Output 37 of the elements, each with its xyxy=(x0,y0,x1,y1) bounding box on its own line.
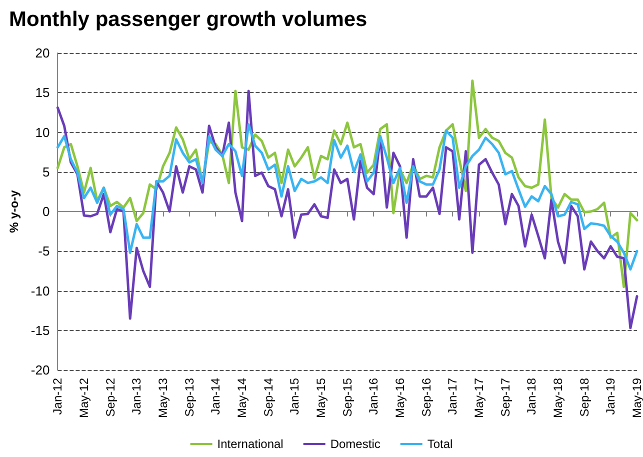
chart-title: Monthly passenger growth volumes xyxy=(9,8,368,31)
y-tick-label: 0 xyxy=(42,204,50,219)
x-tick-label: Jan-12 xyxy=(50,378,65,415)
x-tick-label: Sep-12 xyxy=(103,378,118,417)
legend-label: Total xyxy=(427,437,453,451)
y-tick-label: 10 xyxy=(35,124,50,140)
x-tick-label: May-17 xyxy=(472,378,486,418)
x-tick-label: Jan-14 xyxy=(208,378,223,415)
x-tick-label: Jan-18 xyxy=(524,378,539,415)
x-tick-label: May-16 xyxy=(393,378,408,418)
x-tick-label: May-12 xyxy=(77,378,92,418)
x-tick-label: Sep-15 xyxy=(340,378,354,417)
x-tick-label: May-15 xyxy=(314,378,328,418)
y-tick-label: 5 xyxy=(42,164,50,180)
legend-label: Domestic xyxy=(330,437,380,451)
y-tick-label: -5 xyxy=(38,244,50,259)
x-tick-label: Jan-19 xyxy=(604,378,618,415)
x-tick-label: Sep-17 xyxy=(498,378,512,417)
legend-label: International xyxy=(217,437,284,451)
x-tick-label: Sep-18 xyxy=(577,378,592,417)
line-series xyxy=(56,123,638,271)
y-tick-label: -15 xyxy=(30,322,50,338)
x-tick-label: Sep-16 xyxy=(419,378,434,417)
x-tick-label: Jan-15 xyxy=(288,378,302,415)
y-axis-title: % y-o-y xyxy=(7,190,21,233)
x-tick-label: Jan-16 xyxy=(366,378,381,415)
x-tick-label: Sep-14 xyxy=(261,378,276,417)
x-tick-label: May-18 xyxy=(551,378,566,418)
x-tick-label: May-14 xyxy=(235,378,250,418)
x-tick-label: Jan-17 xyxy=(446,378,460,415)
y-tick-label: -20 xyxy=(30,362,50,378)
x-tick-label: Sep-13 xyxy=(182,378,196,417)
x-tick-label: Jan-13 xyxy=(130,378,144,415)
y-tick-label: -10 xyxy=(30,283,50,298)
y-tick-label: 15 xyxy=(35,85,50,100)
x-tick-label: May-13 xyxy=(156,378,170,418)
y-tick-label: 20 xyxy=(35,46,50,60)
